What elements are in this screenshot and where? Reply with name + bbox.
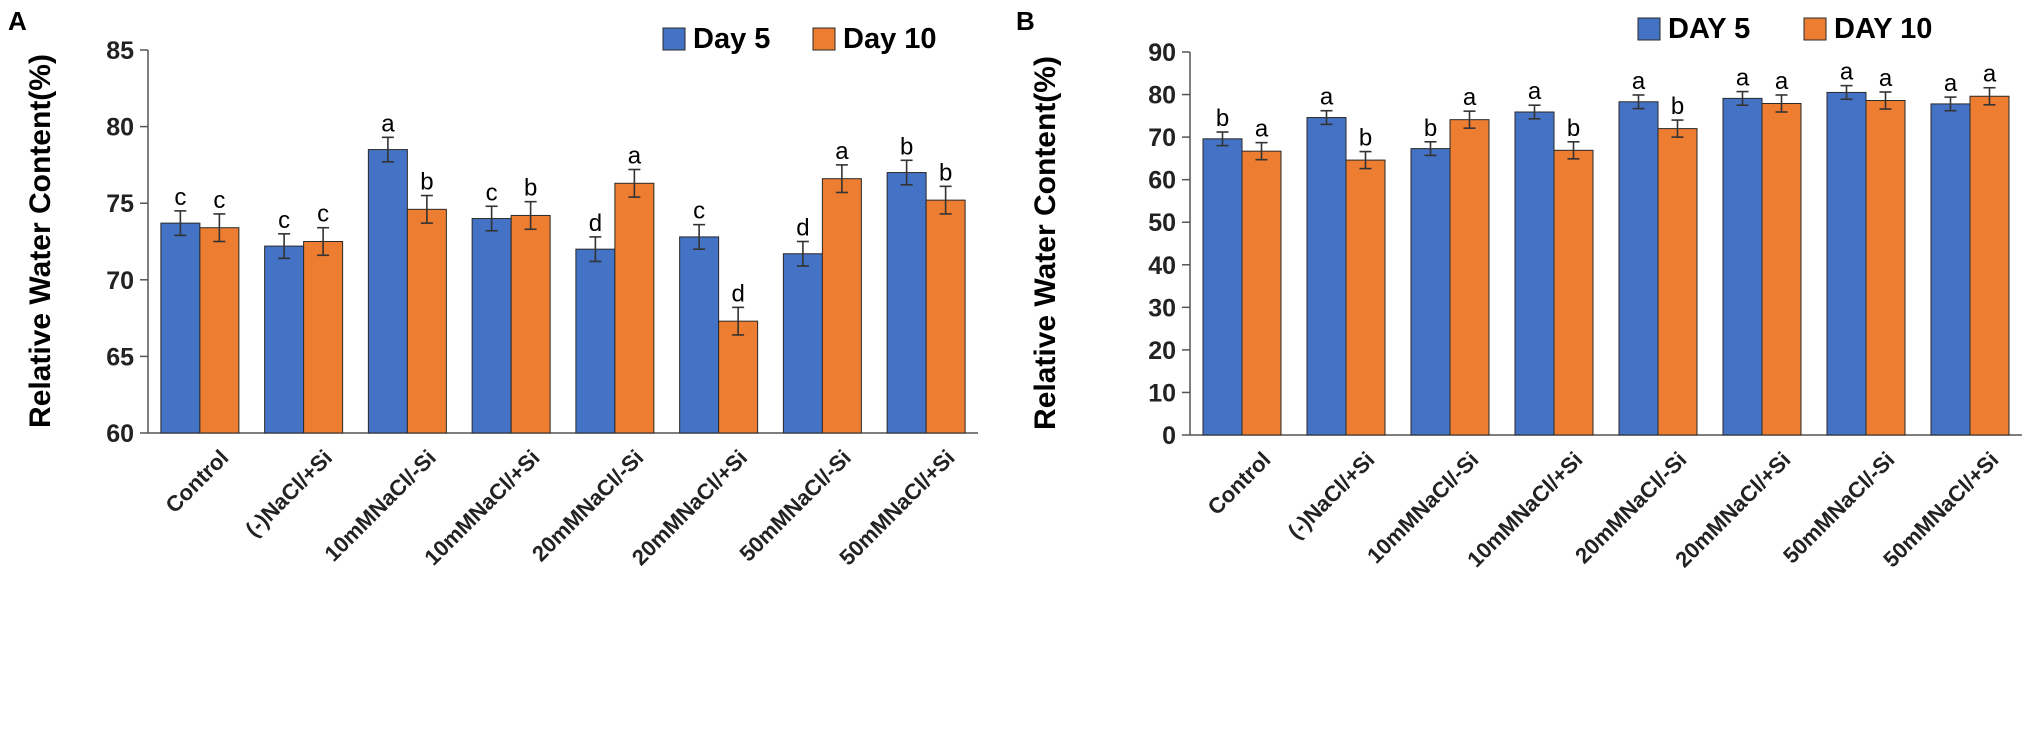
significance-label: b	[1424, 115, 1437, 142]
significance-label: a	[835, 138, 849, 165]
bar-day10	[1241, 150, 1282, 436]
bar-day10	[199, 227, 240, 434]
bar-day5	[1618, 101, 1659, 436]
bar-day10	[718, 320, 759, 434]
y-tick-label: 50	[1148, 209, 1176, 237]
bar-day5	[367, 149, 408, 434]
bar-day5	[264, 245, 305, 434]
bar-day5	[1826, 91, 1867, 436]
bar-day5	[1306, 117, 1347, 436]
bar-day5	[1722, 97, 1763, 436]
significance-label: b	[420, 169, 433, 196]
y-tick-label: 80	[1148, 82, 1176, 110]
y-tick-label: 65	[106, 343, 134, 371]
significance-label: a	[1840, 59, 1854, 86]
significance-label: a	[1463, 84, 1477, 111]
bar-day10	[1969, 95, 2010, 436]
bar-day10	[925, 199, 966, 434]
significance-label: b	[524, 175, 537, 202]
panel-letter: B	[1016, 6, 1035, 36]
y-tick-label: 10	[1148, 379, 1176, 407]
bar-day5	[886, 172, 927, 434]
bar-day10	[303, 241, 344, 434]
bar-day5	[160, 222, 201, 434]
significance-label: c	[693, 198, 705, 225]
significance-label: c	[174, 184, 186, 211]
significance-label: a	[1255, 116, 1269, 143]
bar-day10	[1553, 149, 1594, 436]
legend-label: Day 10	[843, 23, 937, 55]
y-tick-label: 70	[1148, 124, 1176, 152]
y-axis-title: Relative Water Content(%)	[24, 54, 57, 428]
bar-day10	[406, 208, 447, 434]
y-tick-label: 80	[106, 114, 134, 142]
panel-b: B 0 10 20 30 40 50 60 70 80 90 Relative Water Conte…	[1016, 6, 2022, 572]
legend-swatch	[1637, 17, 1661, 41]
significance-label: c	[278, 207, 290, 234]
y-tick-label: 75	[106, 190, 134, 218]
significance-label: a	[1632, 68, 1646, 95]
y-tick-label: 0	[1162, 422, 1176, 450]
bar-day5	[782, 253, 823, 434]
bar-day5	[1514, 111, 1555, 436]
bar-day10	[821, 178, 862, 434]
bar-day5	[1930, 103, 1971, 436]
legend-label: DAY 5	[1668, 13, 1750, 45]
significance-label: b	[1216, 105, 1229, 132]
bar-day5	[575, 248, 616, 434]
legend-swatch	[662, 27, 686, 51]
y-tick-label: 30	[1148, 294, 1176, 322]
bar-day10	[1761, 102, 1802, 436]
y-axis-title: Relative Water Content(%)	[1029, 56, 1062, 430]
category-label: (-)NaCl/+Si	[240, 445, 337, 542]
y-tick-label: 90	[1148, 39, 1176, 67]
significance-label: d	[731, 280, 744, 307]
panel-letter: A	[8, 6, 27, 36]
y-tick-label: 70	[106, 267, 134, 295]
significance-label: c	[317, 201, 329, 228]
category-label: Control	[1203, 447, 1276, 520]
bar-day10	[1657, 128, 1698, 436]
significance-label: c	[213, 187, 225, 214]
bar-day10	[1345, 159, 1386, 436]
y-tick-label: 60	[106, 420, 134, 448]
significance-label: b	[900, 133, 913, 160]
bar-day5	[1202, 138, 1243, 436]
bar-day10	[510, 214, 551, 434]
significance-label: b	[1671, 93, 1684, 120]
legend-swatch	[1803, 17, 1827, 41]
significance-label: b	[939, 159, 952, 186]
significance-label: a	[1320, 84, 1334, 111]
legend-label: DAY 10	[1834, 13, 1932, 45]
significance-label: b	[1567, 115, 1580, 142]
bar-day5	[1410, 148, 1451, 436]
significance-label: d	[796, 215, 809, 242]
significance-label: a	[1944, 70, 1958, 97]
y-tick-label: 20	[1148, 337, 1176, 365]
bar-day5	[679, 236, 720, 434]
category-label: (-)NaCl/+Si	[1283, 447, 1380, 544]
significance-label: b	[1359, 125, 1372, 152]
y-tick-label: 40	[1148, 252, 1176, 280]
significance-label: c	[486, 179, 498, 206]
bar-day10	[1449, 119, 1490, 436]
bar-day5	[471, 218, 512, 434]
significance-label: a	[628, 142, 642, 169]
significance-label: a	[1879, 65, 1893, 92]
bar-day10	[1865, 100, 1906, 436]
significance-label: a	[1528, 78, 1542, 105]
legend-label: Day 5	[693, 23, 770, 55]
significance-label: a	[1775, 68, 1789, 95]
significance-label: d	[589, 210, 602, 237]
y-tick-label: 85	[106, 37, 134, 65]
significance-label: a	[1983, 61, 1997, 88]
legend-swatch	[812, 27, 836, 51]
significance-label: a	[1736, 65, 1750, 92]
category-label: Control	[160, 445, 233, 518]
significance-label: a	[381, 110, 395, 137]
bar-day10	[614, 182, 655, 434]
y-tick-label: 60	[1148, 167, 1176, 195]
